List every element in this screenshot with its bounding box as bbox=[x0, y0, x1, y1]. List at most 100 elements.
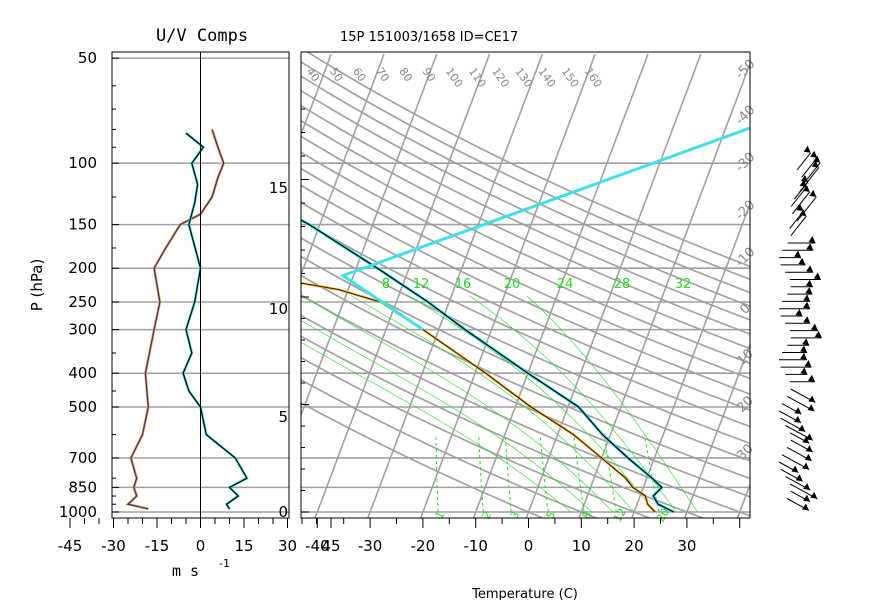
moist-adiabat-label: 24 bbox=[557, 277, 574, 292]
theta-label: 80 bbox=[396, 65, 415, 84]
dry-adiabat-line bbox=[301, 89, 750, 307]
wind-barb-flag bbox=[811, 160, 819, 168]
wind-barb-flag bbox=[805, 433, 813, 441]
wind-barb-flag bbox=[791, 465, 799, 473]
isotherm-line bbox=[301, 53, 438, 418]
isotherm-label: 30 bbox=[734, 441, 756, 463]
wind-barb-flag bbox=[809, 189, 817, 197]
wind-barb-flag bbox=[804, 453, 812, 461]
uv-x-tick-label: -45 bbox=[58, 537, 83, 555]
wind-barb-flag bbox=[805, 445, 813, 453]
uv-x-tick-label: 15 bbox=[234, 537, 253, 555]
mixing-ratio-line bbox=[539, 434, 549, 513]
dry-adiabat-line bbox=[301, 401, 544, 518]
pressure-tick-label: 500 bbox=[68, 398, 97, 416]
isotherm-line bbox=[631, 201, 750, 518]
pressure-tick-label: 700 bbox=[68, 449, 97, 467]
mixing-ratio-label: 1 bbox=[433, 509, 448, 522]
dry-adiabat-line bbox=[306, 52, 750, 268]
theta-label: 70 bbox=[373, 65, 392, 84]
theta-label: 160 bbox=[582, 65, 605, 90]
theta-label: 90 bbox=[420, 65, 439, 84]
height-ticks: 0 5 10 15 bbox=[269, 108, 309, 521]
wind-barb-flag bbox=[802, 494, 810, 502]
wind-barb-flag bbox=[799, 179, 807, 187]
pressure-tick-label: 400 bbox=[68, 364, 97, 382]
skewt-x-tick-label: 30 bbox=[677, 537, 696, 555]
isotherm-label: 10 bbox=[734, 346, 756, 368]
moist-adiabat-line bbox=[301, 341, 571, 513]
moist-adiabat-label: 12 bbox=[413, 277, 430, 292]
skewt-x-ticks: -40 -30 -20 -10 0 10 20 30 bbox=[305, 518, 741, 555]
wind-barb-flag bbox=[814, 330, 822, 338]
dry-adiabat-line bbox=[301, 335, 704, 518]
pressure-tick-label: 50 bbox=[78, 49, 97, 67]
wind-barb-flag bbox=[813, 155, 821, 163]
mixing-ratio-label: 20 bbox=[654, 506, 672, 525]
wind-barb-flag bbox=[803, 301, 811, 309]
isotherm-line bbox=[104, 54, 279, 518]
wind-barb-flag bbox=[806, 265, 814, 273]
dry-adiabat-line bbox=[301, 60, 750, 281]
mixing-ratio-line bbox=[603, 434, 617, 513]
uv-x-label-main: m s bbox=[172, 562, 199, 580]
wind-barb-flag bbox=[796, 204, 804, 212]
dry-adiabat-line bbox=[301, 151, 750, 365]
wind-barb-flag bbox=[810, 491, 818, 499]
dry-adiabat-line bbox=[301, 274, 750, 480]
theta-label: 130 bbox=[512, 65, 535, 90]
wind-barb-flag bbox=[806, 243, 814, 251]
height-tick-label: 10 bbox=[269, 300, 288, 318]
dry-adiabat-line bbox=[301, 167, 750, 380]
wind-barb-flag bbox=[810, 150, 818, 158]
skewt-grid bbox=[0, 52, 887, 518]
pressure-ticks: 50 100 150 200 250 300 400 500 700 850 1000 bbox=[59, 49, 119, 521]
isotherm-line bbox=[301, 53, 332, 137]
wind-barb-flag bbox=[800, 352, 808, 360]
wind-barb-flag bbox=[807, 374, 815, 382]
wind-barb-flag bbox=[803, 316, 811, 324]
theta-label: 60 bbox=[350, 65, 369, 84]
pressure-tick-label: 150 bbox=[68, 216, 97, 234]
uv-x-ticks: -45 -30 -15 0 15 30 45 bbox=[58, 518, 341, 555]
wind-barb-flag bbox=[803, 145, 811, 153]
uv-series-line-halo bbox=[125, 128, 226, 511]
isotherm-line bbox=[0, 54, 120, 518]
wind-barb-flag bbox=[795, 309, 803, 316]
skewt-x-label: Temperature (C) bbox=[471, 587, 578, 600]
moist-adiabat-line bbox=[469, 295, 677, 513]
theta-label: 110 bbox=[466, 65, 489, 90]
wind-barb-flag bbox=[799, 209, 807, 217]
pressure-tick-label: 1000 bbox=[59, 503, 97, 521]
skewt-x-tick-label: 10 bbox=[572, 537, 591, 555]
isotherm-label: -50 bbox=[733, 57, 759, 83]
dry-adiabat-line bbox=[301, 314, 750, 517]
dry-adiabat-line bbox=[301, 237, 750, 445]
moist-adiabat-line bbox=[526, 295, 698, 513]
wind-barb-flag bbox=[813, 272, 821, 280]
isotherm-line bbox=[301, 53, 385, 277]
wind-barb-flag bbox=[805, 279, 813, 287]
dry-adiabat-line bbox=[301, 255, 750, 462]
mixing-ratio-line bbox=[435, 434, 439, 513]
wind-barb-flag bbox=[800, 367, 808, 375]
temperature-line bbox=[301, 219, 674, 513]
moist-adiabat-label: 8 bbox=[382, 277, 390, 292]
moist-adiabat-label: 32 bbox=[675, 277, 692, 292]
moist-adiabat-label: 28 bbox=[614, 277, 631, 292]
wind-barb-flag bbox=[798, 257, 806, 265]
wind-barb-flag bbox=[802, 462, 810, 470]
dry-adiabat-line bbox=[301, 75, 750, 294]
skewt-panel-frame bbox=[300, 51, 751, 519]
theta-label: 150 bbox=[559, 65, 582, 90]
isotherm-label: -30 bbox=[733, 150, 759, 176]
isotherm-line bbox=[790, 54, 887, 518]
theta-label: 120 bbox=[489, 65, 512, 90]
theta-label: 40 bbox=[304, 65, 323, 84]
dry-adiabat-line bbox=[301, 356, 650, 518]
uv-x-tick-label: 30 bbox=[278, 537, 297, 555]
wind-barb-flag bbox=[794, 407, 802, 415]
skewt-x-tick-label: -30 bbox=[358, 537, 383, 555]
uv-series-line bbox=[126, 129, 225, 510]
pressure-tick-label: 300 bbox=[68, 321, 97, 339]
